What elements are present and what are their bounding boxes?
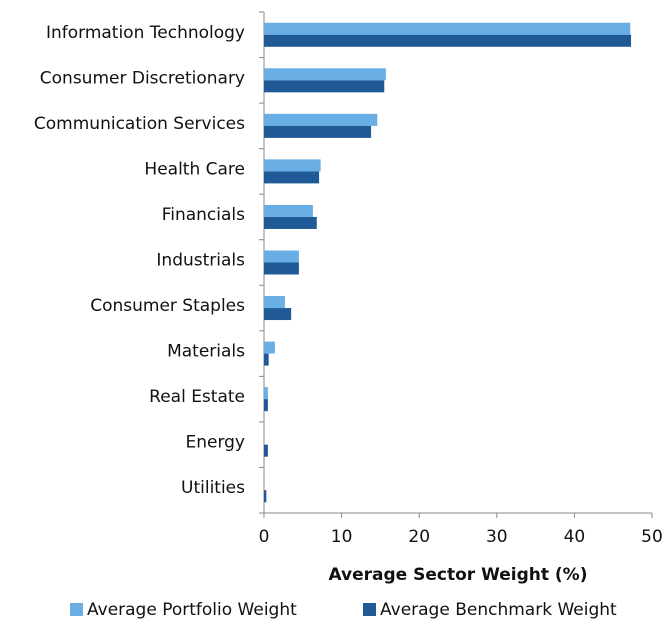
x-tick-label: 10: [331, 527, 353, 547]
y-tick-label: Consumer Discretionary: [40, 68, 245, 88]
y-tick-label: Consumer Staples: [90, 296, 245, 316]
bar: [264, 399, 268, 412]
x-axis-label: Average Sector Weight (%): [329, 565, 588, 585]
y-tick-label: Materials: [167, 342, 245, 362]
y-tick-label: Information Technology: [46, 23, 245, 43]
legend-swatch: [70, 603, 83, 616]
legend-label: Average Portfolio Weight: [87, 600, 297, 620]
y-tick-label: Communication Services: [34, 114, 245, 134]
y-tick-label: Utilities: [181, 478, 245, 498]
y-tick-label: Financials: [162, 205, 245, 225]
x-tick-label: 20: [408, 527, 430, 547]
bar: [264, 68, 386, 81]
y-tick-label: Energy: [185, 433, 245, 453]
bar: [264, 171, 320, 184]
bar: [264, 490, 267, 503]
x-tick-label: 30: [486, 527, 508, 547]
bar: [264, 308, 292, 321]
bar: [264, 80, 385, 93]
bar: [264, 159, 321, 172]
bar: [264, 204, 313, 217]
x-tick-label: 0: [259, 527, 270, 547]
bar: [264, 444, 268, 457]
bar: [264, 250, 299, 263]
bar: [264, 353, 269, 366]
bar: [264, 125, 372, 138]
bar: [264, 34, 632, 47]
bar: [264, 113, 378, 126]
bar: [264, 341, 275, 354]
legend-swatch: [363, 603, 376, 616]
x-tick-label: 40: [564, 527, 586, 547]
bar: [264, 262, 299, 275]
y-tick-label: Industrials: [156, 251, 245, 271]
bar: [264, 216, 317, 229]
y-tick-label: Real Estate: [149, 387, 245, 407]
y-tick-label: Health Care: [144, 159, 245, 179]
x-tick-label: 50: [641, 527, 663, 547]
bar: [264, 296, 285, 309]
bar: [264, 387, 268, 400]
bar: [264, 22, 631, 35]
legend-label: Average Benchmark Weight: [380, 600, 617, 620]
